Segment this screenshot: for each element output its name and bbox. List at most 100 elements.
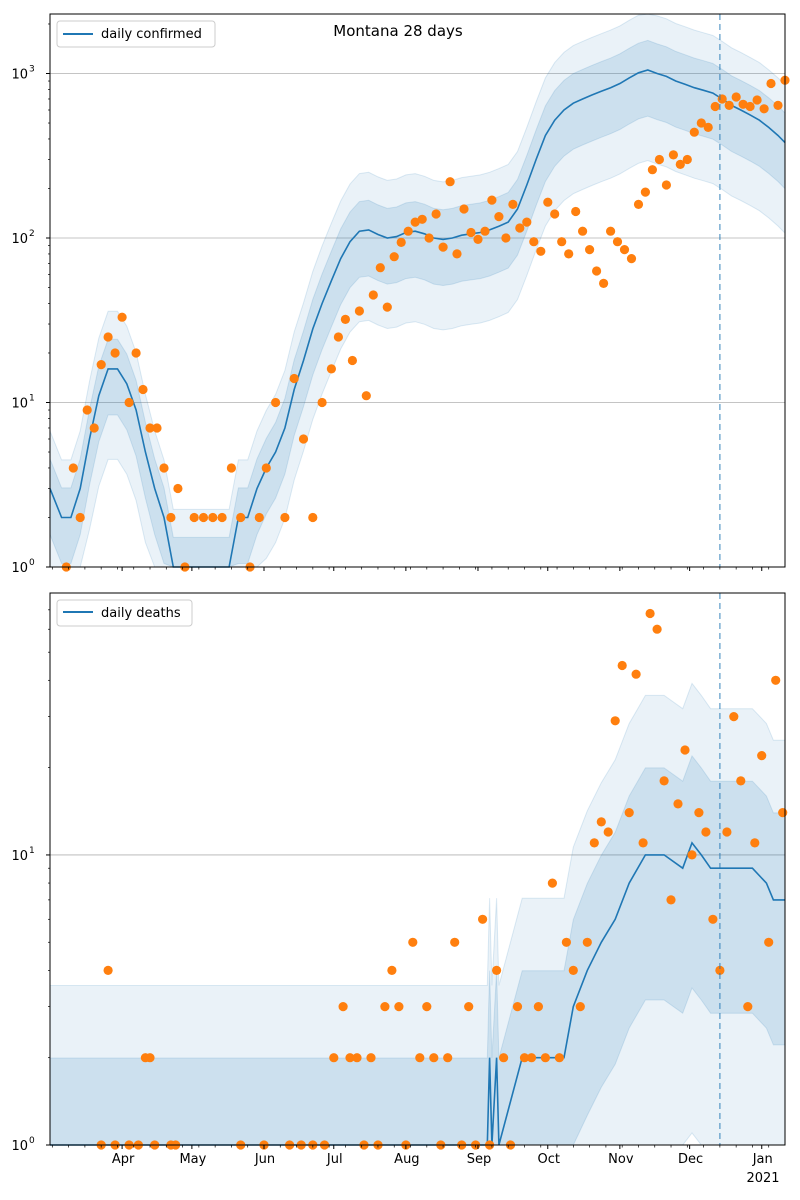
observed-point (347, 355, 357, 366)
observed-point (308, 512, 318, 523)
y-tick-label: 10 (11, 68, 28, 83)
observed-point (445, 177, 455, 187)
observed-point (345, 1053, 355, 1063)
observed-point (329, 1053, 339, 1063)
deaths-legend-label: daily deaths (101, 606, 181, 621)
observed-point (368, 290, 378, 300)
observed-point (694, 808, 704, 818)
x-tick-label: Sep (467, 1152, 492, 1167)
observed-point (606, 226, 616, 236)
observed-point (633, 199, 644, 209)
observed-point (550, 209, 560, 219)
observed-point (743, 1002, 753, 1012)
observed-point (638, 838, 648, 848)
x-tick-label: Nov (608, 1152, 634, 1167)
observed-point (494, 212, 504, 222)
deaths-plot-area (50, 593, 785, 1145)
observed-point (536, 246, 546, 256)
observed-point (478, 914, 488, 924)
observed-point (117, 312, 127, 322)
observed-point (675, 159, 685, 169)
confirmed-legend-label: daily confirmed (101, 27, 202, 42)
observed-point (361, 391, 371, 401)
observed-point (529, 237, 539, 247)
observed-point (403, 226, 413, 236)
observed-point (673, 799, 683, 809)
observed-point (124, 397, 134, 408)
observed-point (492, 965, 502, 976)
observed-point (254, 512, 264, 523)
observed-point (703, 122, 713, 132)
observed-point (543, 197, 553, 207)
observed-point (261, 463, 271, 473)
x-tick-label: Oct (538, 1152, 560, 1167)
observed-point (561, 937, 572, 947)
observed-point (375, 263, 385, 273)
observed-point (75, 512, 85, 523)
observed-point (103, 965, 113, 976)
observed-point (631, 669, 641, 679)
y-tick-label: 10 (11, 561, 28, 576)
y-tick-exponent: 1 (29, 846, 35, 856)
observed-point (317, 397, 327, 408)
y-tick-exponent: 0 (29, 558, 35, 568)
y-tick-exponent: 0 (29, 1136, 35, 1146)
observed-point (189, 512, 199, 523)
observed-point (689, 127, 699, 137)
confirmed-legend-box (56, 20, 216, 48)
observed-point (410, 217, 420, 227)
observed-point (533, 1002, 544, 1012)
confirmed-observed-points (61, 75, 790, 572)
observed-point (585, 245, 595, 255)
observed-point (571, 206, 581, 217)
observed-point (647, 165, 658, 175)
y-tick-exponent: 1 (29, 394, 35, 404)
observed-point (473, 234, 483, 244)
observed-point (687, 850, 697, 860)
observed-point (680, 745, 690, 755)
observed-point (701, 827, 711, 837)
observed-point (226, 463, 236, 473)
observed-point (752, 95, 762, 105)
observed-point (729, 712, 739, 722)
observed-point (452, 249, 462, 259)
observed-point (443, 1053, 453, 1063)
observed-point (236, 512, 246, 523)
observed-point (736, 776, 746, 786)
y-tick-label: 10 (11, 1139, 28, 1154)
x-tick-label: Dec (678, 1152, 703, 1167)
y-tick-exponent: 2 (29, 229, 35, 239)
observed-point (666, 895, 676, 905)
observed-point (145, 423, 155, 433)
observed-point (603, 827, 613, 837)
observed-point (708, 914, 718, 924)
observed-point (429, 1053, 439, 1063)
observed-point (766, 78, 776, 89)
observed-point (387, 965, 397, 976)
observed-point (724, 100, 734, 110)
observed-point (338, 1002, 348, 1012)
observed-point (138, 384, 148, 395)
observed-point (380, 1002, 390, 1012)
observed-point (459, 204, 469, 214)
observed-point (575, 1002, 585, 1012)
observed-point (89, 423, 99, 433)
observed-point (564, 249, 574, 259)
observed-point (626, 254, 637, 264)
observed-point (450, 937, 460, 947)
observed-point (396, 237, 406, 247)
observed-point (173, 483, 183, 494)
observed-point (424, 233, 434, 243)
observed-point (501, 233, 511, 243)
observed-point (582, 937, 592, 947)
x-tick-label: Apr (112, 1152, 135, 1167)
observed-point (557, 237, 567, 247)
observed-point (759, 104, 769, 114)
observed-point (659, 776, 669, 786)
observed-point (710, 101, 720, 112)
observed-point (750, 838, 760, 848)
observed-point (352, 1053, 362, 1063)
